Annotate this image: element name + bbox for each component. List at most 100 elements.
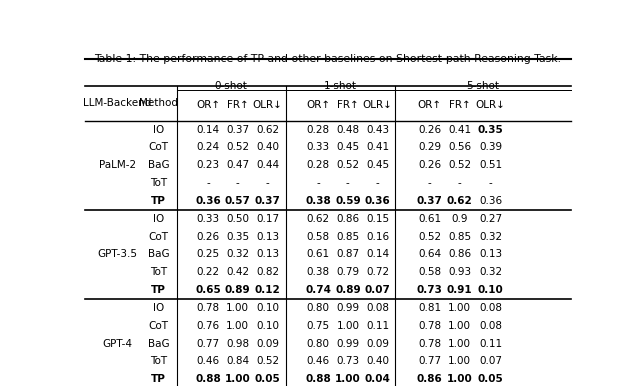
Text: 0-shot: 0-shot (215, 81, 248, 91)
Text: -: - (266, 178, 269, 188)
Text: 0.07: 0.07 (365, 285, 390, 295)
Text: 0.36: 0.36 (479, 196, 502, 206)
Text: 0.64: 0.64 (418, 249, 441, 259)
Text: 0.65: 0.65 (195, 285, 221, 295)
Text: 0.40: 0.40 (366, 356, 389, 366)
Text: TP: TP (151, 285, 166, 295)
Text: 0.33: 0.33 (307, 142, 330, 152)
Text: Table 1: The performance of TP and other baselines on Shortest-path Reasoning Ta: Table 1: The performance of TP and other… (95, 54, 561, 64)
Text: -: - (489, 178, 493, 188)
Text: 0.35: 0.35 (226, 232, 250, 242)
Text: 0.17: 0.17 (256, 214, 279, 224)
Text: 0.26: 0.26 (418, 125, 441, 135)
Text: 1.00: 1.00 (226, 303, 249, 313)
Text: ToT: ToT (150, 356, 167, 366)
Text: TP: TP (151, 196, 166, 206)
Text: 0.44: 0.44 (256, 160, 279, 170)
Text: 0.91: 0.91 (447, 285, 472, 295)
Text: 0.62: 0.62 (256, 125, 279, 135)
Text: 0.14: 0.14 (366, 249, 389, 259)
Text: 0.13: 0.13 (256, 249, 279, 259)
Text: 1.00: 1.00 (226, 321, 249, 331)
Text: 0.04: 0.04 (365, 374, 390, 384)
Text: 0.88: 0.88 (305, 374, 331, 384)
Text: 1.00: 1.00 (335, 374, 361, 384)
Text: 0.10: 0.10 (478, 285, 504, 295)
Text: 1.00: 1.00 (448, 303, 471, 313)
Text: 0.62: 0.62 (447, 196, 472, 206)
Text: 0.32: 0.32 (479, 267, 502, 277)
Text: OLR↓: OLR↓ (363, 100, 392, 110)
Text: 0.93: 0.93 (448, 267, 471, 277)
Text: 0.52: 0.52 (256, 356, 279, 366)
Text: OR↑: OR↑ (418, 100, 442, 110)
Text: 0.33: 0.33 (196, 214, 220, 224)
Text: 0.80: 0.80 (307, 339, 330, 349)
Text: BaG: BaG (148, 249, 169, 259)
Text: 0.62: 0.62 (307, 214, 330, 224)
Text: LLM-Backend: LLM-Backend (83, 98, 152, 108)
Text: -: - (316, 178, 320, 188)
Text: 0.29: 0.29 (418, 142, 441, 152)
Text: 0.42: 0.42 (226, 267, 250, 277)
Text: 0.99: 0.99 (336, 339, 360, 349)
Text: 0.41: 0.41 (366, 142, 389, 152)
Text: 0.85: 0.85 (448, 232, 471, 242)
Text: 0.12: 0.12 (255, 285, 280, 295)
Text: 0.45: 0.45 (336, 142, 360, 152)
Text: 0.15: 0.15 (366, 214, 389, 224)
Text: 1.00: 1.00 (448, 356, 471, 366)
Text: 0.80: 0.80 (307, 303, 330, 313)
Text: 0.38: 0.38 (305, 196, 331, 206)
Text: 0.86: 0.86 (417, 374, 442, 384)
Text: 0.41: 0.41 (448, 125, 471, 135)
Text: 0.36: 0.36 (365, 196, 390, 206)
Text: 0.59: 0.59 (335, 196, 361, 206)
Text: 0.38: 0.38 (307, 267, 330, 277)
Text: 0.61: 0.61 (418, 214, 441, 224)
Text: OR↑: OR↑ (306, 100, 330, 110)
Text: 0.45: 0.45 (366, 160, 389, 170)
Text: 0.08: 0.08 (479, 303, 502, 313)
Text: 0.58: 0.58 (418, 267, 441, 277)
Text: Method: Method (139, 98, 178, 108)
Text: GPT-4: GPT-4 (102, 339, 132, 349)
Text: 0.81: 0.81 (418, 303, 441, 313)
Text: 0.89: 0.89 (225, 285, 250, 295)
Text: 0.85: 0.85 (336, 232, 360, 242)
Text: 0.26: 0.26 (196, 232, 220, 242)
Text: 0.05: 0.05 (478, 374, 504, 384)
Text: 0.98: 0.98 (226, 339, 250, 349)
Text: CoT: CoT (148, 232, 168, 242)
Text: -: - (458, 178, 461, 188)
Text: -: - (206, 178, 210, 188)
Text: 0.61: 0.61 (307, 249, 330, 259)
Text: 0.28: 0.28 (307, 160, 330, 170)
Text: 0.11: 0.11 (479, 339, 502, 349)
Text: 0.07: 0.07 (479, 356, 502, 366)
Text: 0.89: 0.89 (335, 285, 361, 295)
Text: 0.36: 0.36 (195, 196, 221, 206)
Text: 0.48: 0.48 (336, 125, 360, 135)
Text: 1.00: 1.00 (448, 339, 471, 349)
Text: 0.37: 0.37 (255, 196, 280, 206)
Text: ToT: ToT (150, 267, 167, 277)
Text: 0.52: 0.52 (336, 160, 360, 170)
Text: 0.75: 0.75 (307, 321, 330, 331)
Text: ToT: ToT (150, 178, 167, 188)
Text: 0.27: 0.27 (479, 214, 502, 224)
Text: 0.88: 0.88 (195, 374, 221, 384)
Text: 0.32: 0.32 (479, 232, 502, 242)
Text: 0.32: 0.32 (226, 249, 250, 259)
Text: 0.58: 0.58 (307, 232, 330, 242)
Text: 0.24: 0.24 (196, 142, 220, 152)
Text: 0.10: 0.10 (256, 321, 279, 331)
Text: 0.87: 0.87 (336, 249, 360, 259)
Text: 0.22: 0.22 (196, 267, 220, 277)
Text: 0.72: 0.72 (366, 267, 389, 277)
Text: 0.9: 0.9 (451, 214, 468, 224)
Text: 0.09: 0.09 (366, 339, 389, 349)
Text: 5-shot: 5-shot (467, 81, 499, 91)
Text: 0.73: 0.73 (417, 285, 443, 295)
Text: 0.13: 0.13 (256, 232, 279, 242)
